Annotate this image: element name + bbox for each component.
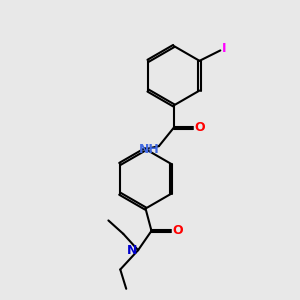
Text: I: I — [222, 42, 226, 56]
Text: N: N — [126, 244, 137, 257]
Text: O: O — [194, 121, 205, 134]
Text: O: O — [172, 224, 183, 237]
Text: NH: NH — [139, 143, 160, 156]
